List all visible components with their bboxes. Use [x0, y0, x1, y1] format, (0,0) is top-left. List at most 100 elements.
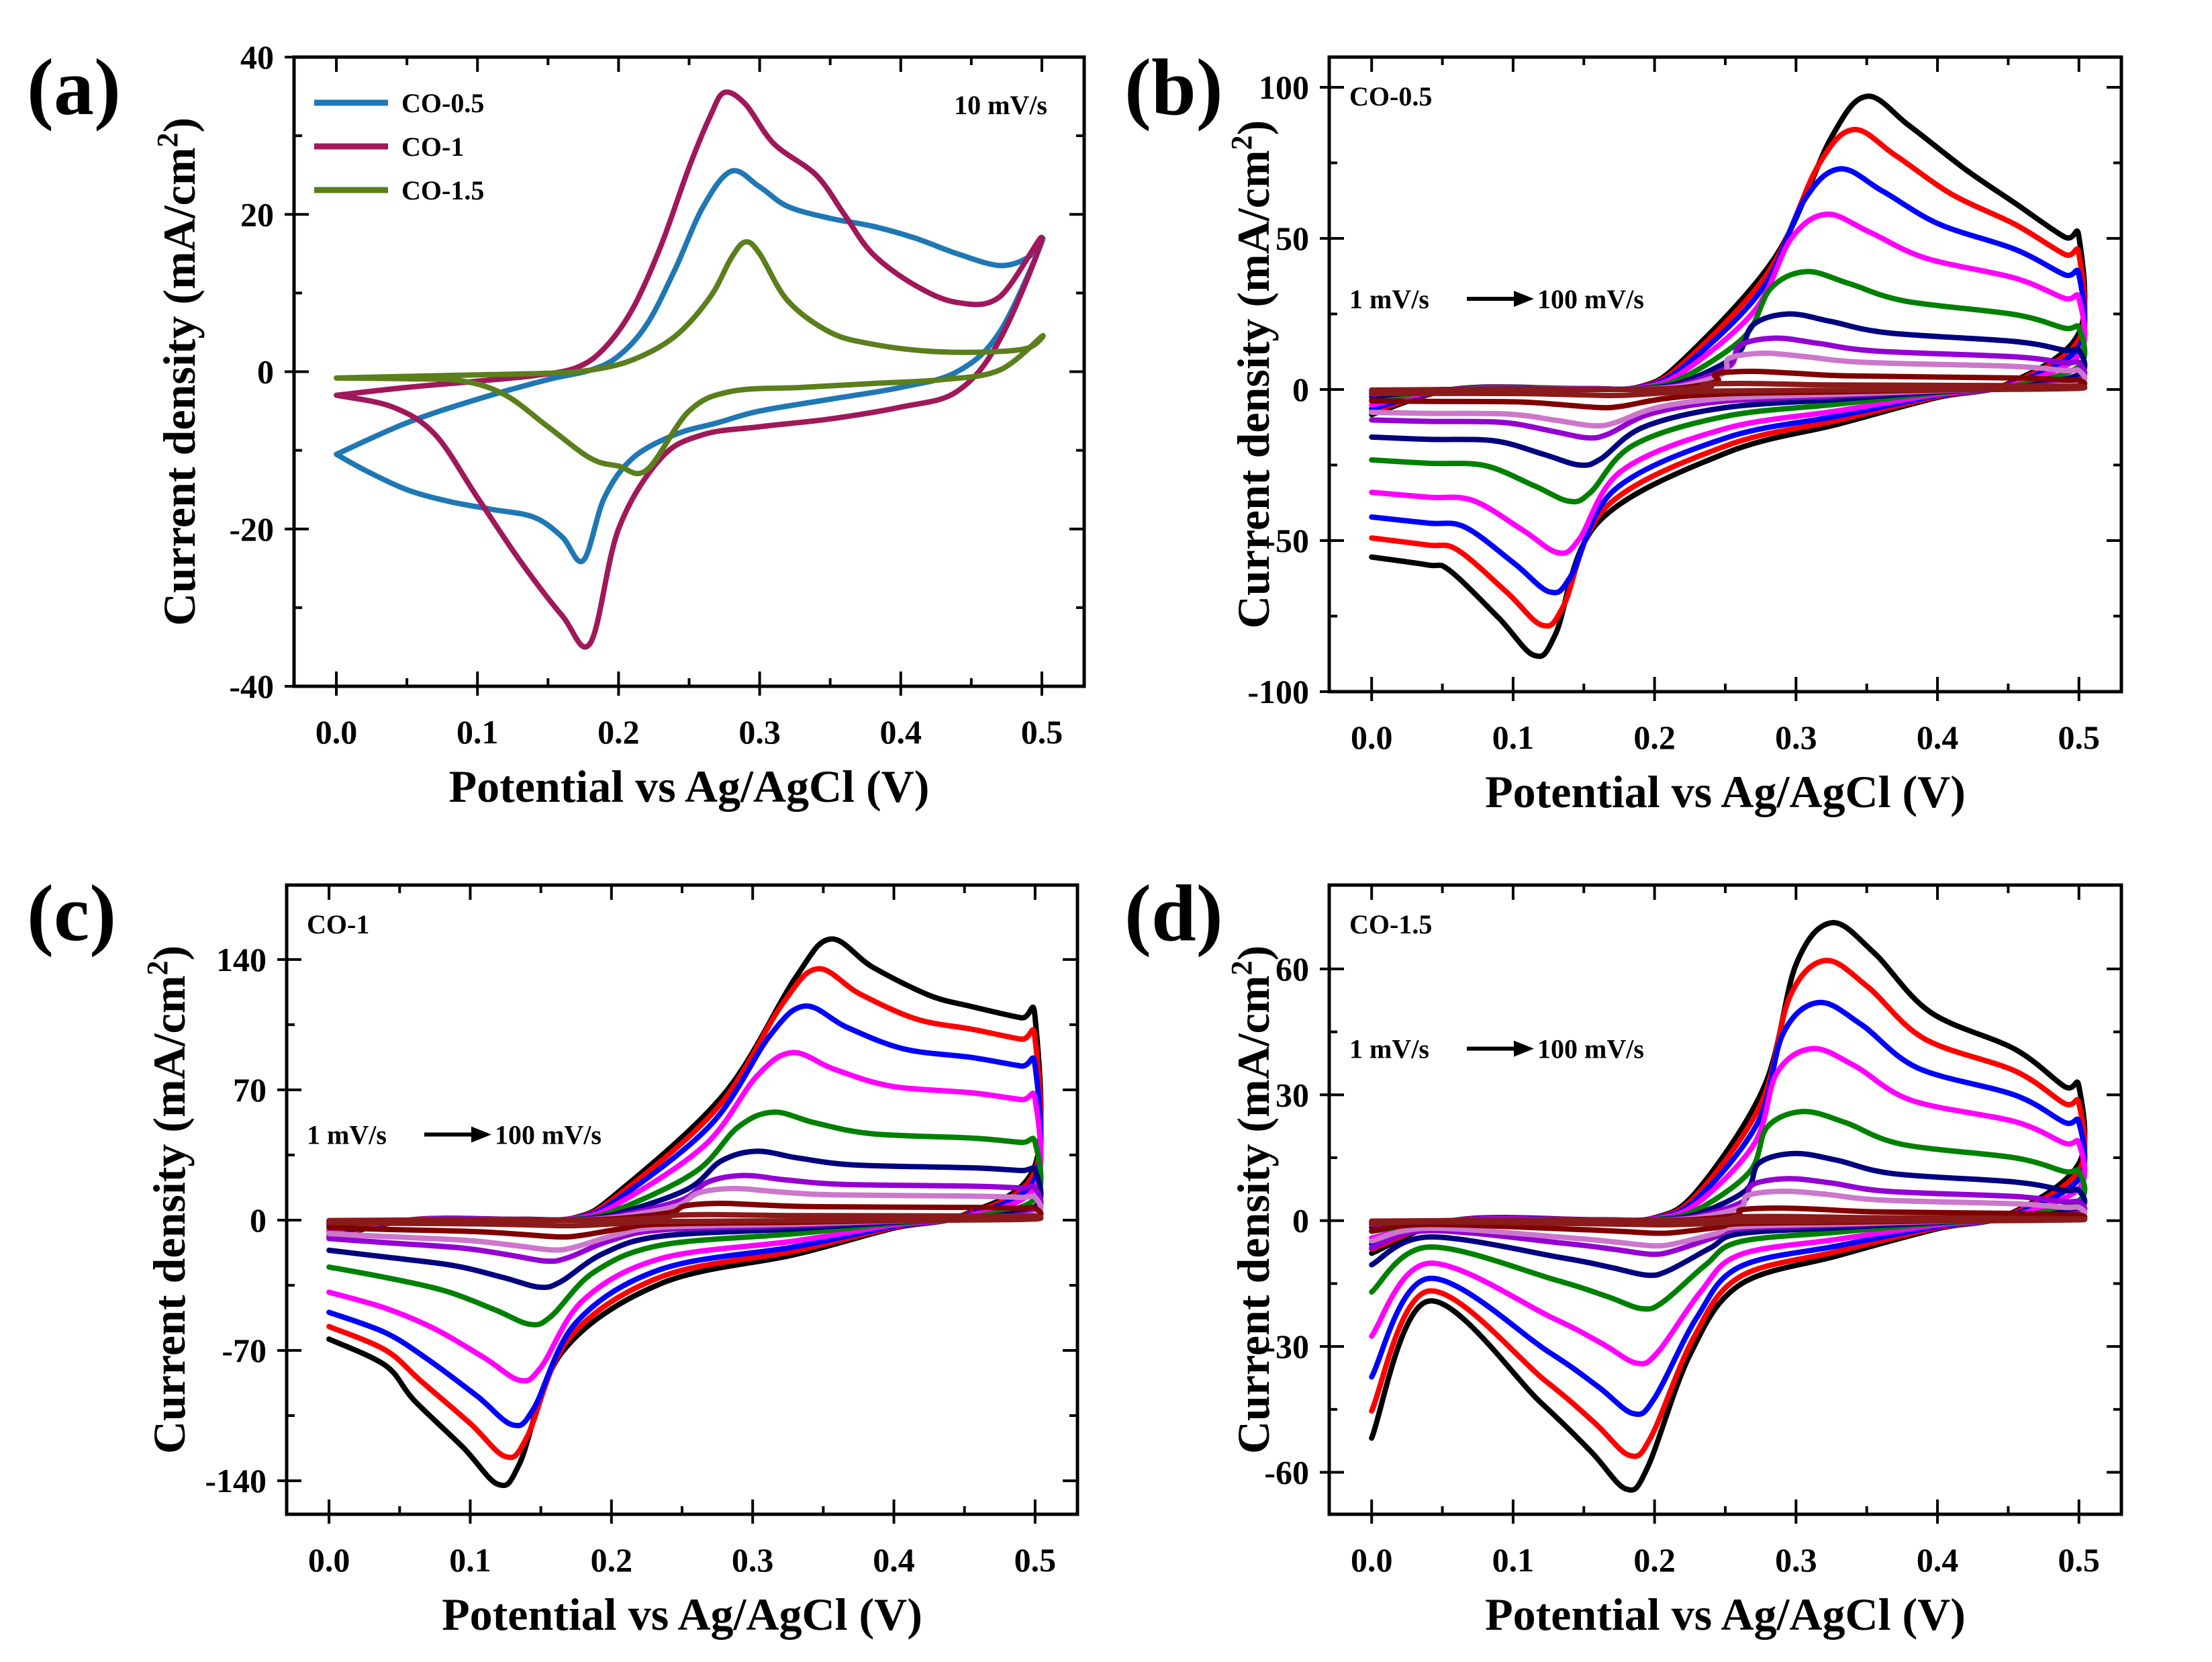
cv-curve-1-mv-s	[1369, 1213, 2088, 1228]
x-tick-label: 0.3	[732, 1541, 774, 1579]
x-tick-label: 0.3	[1775, 719, 1817, 756]
y-tick-label: 140	[216, 941, 267, 978]
scan-rate-start: 1 mV/s	[307, 1119, 387, 1150]
y-axis-title-sup: 2	[1225, 136, 1258, 150]
cv-curve-40-mv-s	[326, 1050, 1044, 1384]
y-tick-label: 20	[240, 195, 274, 233]
sample-label: CO-1.5	[1349, 909, 1432, 939]
scan-rate-annotation: 10 mV/s	[954, 90, 1047, 120]
x-axis-title: Potential vs Ag/AgCl (V)	[1485, 766, 1966, 817]
y-tick-label: -20	[229, 510, 274, 548]
x-tick-label: 0.4	[1917, 719, 1959, 756]
scan-rate-start: 1 mV/s	[1349, 284, 1429, 314]
cv-curve-60-mv-s	[1369, 999, 2088, 1418]
panel-d: (d) 0.0 0.1 0.2 0.3 0.4 0.5 -60 -30 0 30 60 Potentia…	[1124, 868, 2123, 1640]
y-axis-title-main: Current density (mA/cm	[154, 148, 205, 627]
y-axis-title-close: )	[1228, 945, 1279, 961]
x-tick-label: 0.2	[1633, 719, 1676, 756]
y-axis-title: Current density (mA/cm2)	[1225, 945, 1279, 1454]
y-axis-title-close: )	[154, 118, 205, 133]
scan-rate-arrowhead	[1514, 291, 1534, 307]
scan-rate-end: 100 mV/s	[1537, 1034, 1644, 1064]
legend-label: CO-1	[401, 132, 464, 162]
y-tick-label: 0	[250, 1201, 267, 1239]
x-tick-label: 0.0	[308, 1541, 350, 1579]
cv-curve-40-mv-s	[1369, 211, 2088, 556]
x-axis-title: Potential vs Ag/AgCl (V)	[442, 1589, 922, 1640]
cv-curve-60-mv-s	[1369, 166, 2088, 596]
x-tick-label: 0.2	[1633, 1541, 1676, 1579]
scan-rate-start: 1 mV/s	[1349, 1034, 1429, 1064]
x-tick-label: 0.1	[1492, 1541, 1535, 1579]
cv-curve-1-mv-s	[1369, 380, 2088, 399]
scan-rate-arrowhead	[1514, 1040, 1534, 1057]
x-tick-label: 0.3	[1775, 1541, 1817, 1579]
x-tick-label: 0.5	[2058, 1541, 2101, 1579]
series-group	[1369, 920, 2088, 1493]
cv-curve-20-mv-s	[326, 1109, 1044, 1328]
cv-curve-60-mv-s	[326, 1003, 1044, 1428]
series-group	[326, 936, 1044, 1488]
sample-label: CO-0.5	[1349, 81, 1432, 111]
y-axis-title-sup: 2	[151, 133, 184, 148]
panel-b: (b) 0.0 0.1 0.2 0.3 0.4 0.5 -100 -50 0 50 100 Potent…	[1124, 42, 2123, 817]
panel-letter: (c)	[27, 868, 116, 958]
y-axis-title-close: )	[1228, 120, 1279, 136]
x-tick-label: 0.2	[597, 713, 640, 751]
y-axis-title: Current density (mA/cm2)	[151, 118, 205, 626]
x-tick-label: 0.4	[873, 1541, 915, 1579]
x-tick-label: 0.2	[591, 1541, 633, 1579]
cv-curve-1-mv-s	[326, 1211, 1044, 1229]
y-tick-label: 0	[1292, 1202, 1309, 1240]
legend-label: CO-0.5	[401, 88, 484, 118]
cv-curve-co-0-5	[334, 168, 1046, 565]
x-tick-label: 0.4	[880, 713, 922, 751]
x-tick-label: 0.0	[1351, 719, 1393, 756]
panel-letter: (b)	[1124, 42, 1223, 132]
cv-curve-co-1-5	[334, 239, 1046, 477]
x-tick-label: 0.0	[316, 713, 358, 751]
series-group	[334, 89, 1046, 650]
y-tick-label: 70	[233, 1071, 267, 1109]
x-tick-label: 0.1	[456, 713, 499, 751]
y-tick-label: -60	[1264, 1454, 1309, 1491]
cv-curve-co-1	[334, 89, 1045, 650]
panel-letter: (d)	[1124, 868, 1223, 958]
x-tick-label: 0.5	[2058, 719, 2101, 756]
y-tick-label: -30	[1264, 1328, 1309, 1365]
y-tick-label: 0	[257, 353, 274, 391]
legend: CO-0.5 CO-1 CO-1.5	[314, 88, 484, 205]
y-tick-label: 50	[1276, 220, 1309, 257]
y-tick-label: 100	[1259, 68, 1309, 106]
panel-c: (c) 0.0 0.1 0.2 0.3 0.4 0.5 -140 -70 0 70 140 Potent…	[27, 868, 1079, 1640]
y-tick-label: 60	[1276, 950, 1309, 988]
legend-label: CO-1.5	[401, 175, 484, 205]
y-tick-label: -100	[1247, 673, 1309, 710]
cv-curve-80-mv-s	[326, 966, 1044, 1461]
scan-rate-end: 100 mV/s	[1537, 284, 1644, 314]
x-tick-label: 0.5	[1014, 1541, 1057, 1579]
x-tick-label: 0.4	[1917, 1541, 1959, 1579]
y-axis-title-sup: 2	[141, 961, 174, 976]
x-axis-title: Potential vs Ag/AgCl (V)	[449, 761, 930, 812]
x-tick-label: 0.1	[1492, 719, 1535, 756]
panel-letter: (a)	[27, 42, 121, 132]
y-tick-label: -50	[1264, 522, 1309, 559]
cv-curve-80-mv-s	[1369, 126, 2088, 629]
y-tick-label: 0	[1292, 371, 1309, 408]
y-tick-label: -40	[229, 667, 274, 705]
x-axis-title: Potential vs Ag/AgCl (V)	[1485, 1589, 1966, 1640]
cv-curve-80-mv-s	[1369, 958, 2088, 1459]
y-axis-title: Current density (mA/cm2)	[1225, 120, 1279, 629]
y-tick-label: -140	[205, 1462, 267, 1499]
y-tick-label: -70	[222, 1332, 267, 1369]
x-tick-label: 0.3	[738, 713, 781, 751]
scan-rate-arrowhead	[471, 1126, 491, 1143]
series-group	[1369, 93, 2088, 659]
y-axis-title-main: Current density (mA/cm	[144, 976, 195, 1455]
y-axis-title-main: Current density (mA/cm	[1228, 150, 1279, 629]
y-axis-title: Current density (mA/cm2)	[141, 945, 195, 1454]
y-axis-title-sup: 2	[1225, 961, 1258, 976]
cv-curve-40-mv-s	[1369, 1046, 2088, 1367]
